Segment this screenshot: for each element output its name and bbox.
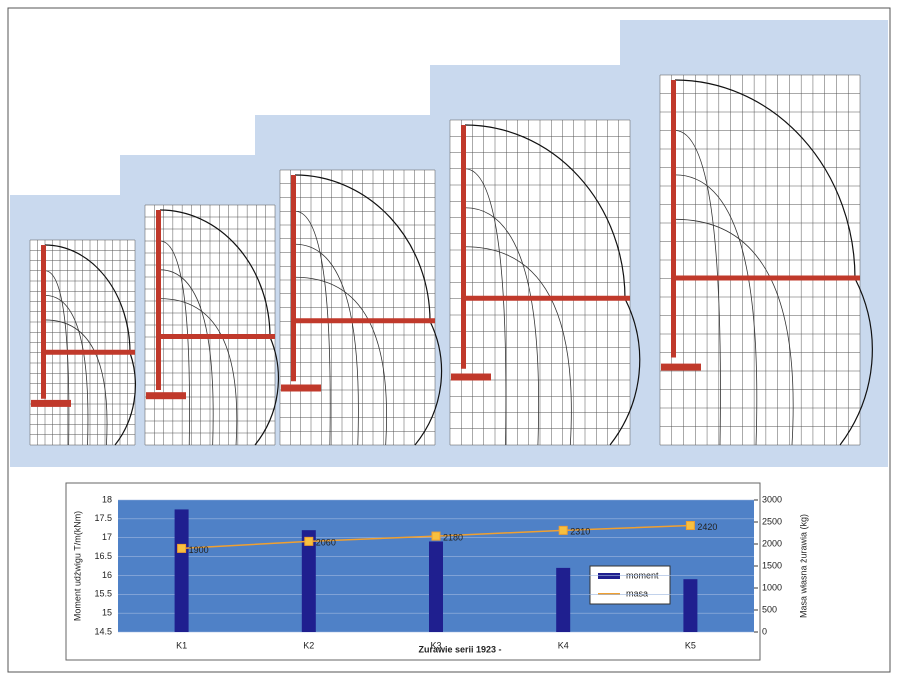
crane-column xyxy=(461,125,466,369)
y-tick-label: 16.5 xyxy=(94,551,112,561)
x-tick-label: K2 xyxy=(303,640,314,650)
y-tick-label: 15.5 xyxy=(94,589,112,599)
crane-column xyxy=(671,80,676,358)
x-tick-label: K4 xyxy=(558,640,569,650)
y-tick-label: 17.5 xyxy=(94,513,112,523)
y-tick-label: 14.5 xyxy=(94,626,112,636)
crane-boom xyxy=(465,296,630,301)
y2-tick-label: 1500 xyxy=(762,560,782,570)
bar xyxy=(683,579,697,632)
y2-tick-label: 2500 xyxy=(762,516,782,526)
crane-base xyxy=(146,392,186,399)
data-label: 1900 xyxy=(189,545,209,555)
crane-base xyxy=(661,364,701,371)
bar xyxy=(175,509,189,632)
crane-boom xyxy=(675,276,860,281)
line-marker xyxy=(178,544,186,552)
line-marker xyxy=(305,537,313,545)
line-marker xyxy=(432,532,440,540)
y-axis-label: Moment udźwigu T/m(kNm) xyxy=(72,511,82,621)
y-tick-label: 16 xyxy=(102,570,112,580)
legend-swatch xyxy=(598,573,620,579)
data-label: 2180 xyxy=(443,532,463,542)
y-tick-label: 18 xyxy=(102,494,112,504)
bar xyxy=(429,541,443,632)
x-tick-label: K3 xyxy=(430,640,441,650)
crane-base xyxy=(451,374,491,381)
line-marker xyxy=(686,522,694,530)
y2-axis-label: Masa własna żurawia (kg) xyxy=(798,514,808,618)
data-label: 2420 xyxy=(697,522,717,532)
data-label: 2060 xyxy=(316,538,336,548)
crane-base xyxy=(281,385,321,392)
y-tick-label: 17 xyxy=(102,532,112,542)
y2-tick-label: 0 xyxy=(762,626,767,636)
x-tick-label: K1 xyxy=(176,640,187,650)
x-tick-label: K5 xyxy=(685,640,696,650)
y2-tick-label: 2000 xyxy=(762,538,782,548)
crane-boom xyxy=(295,318,435,323)
y2-tick-label: 3000 xyxy=(762,494,782,504)
crane-column xyxy=(156,210,161,390)
crane-boom xyxy=(160,334,275,339)
bar xyxy=(556,568,570,632)
crane-column xyxy=(41,245,46,399)
crane-column xyxy=(291,175,296,381)
data-label: 2310 xyxy=(570,527,590,537)
crane-boom xyxy=(45,350,135,355)
y2-tick-label: 500 xyxy=(762,604,777,614)
legend-label: masa xyxy=(626,588,648,598)
y2-tick-label: 1000 xyxy=(762,582,782,592)
crane-base xyxy=(31,400,71,407)
y-tick-label: 15 xyxy=(102,608,112,618)
line-marker xyxy=(559,526,567,534)
screenshot: Zurawie serii 1923 - Moment udźwigu T/m(… xyxy=(0,0,898,680)
page: {"chart_data": {"type": "bar-line", "x_l… xyxy=(0,0,898,680)
